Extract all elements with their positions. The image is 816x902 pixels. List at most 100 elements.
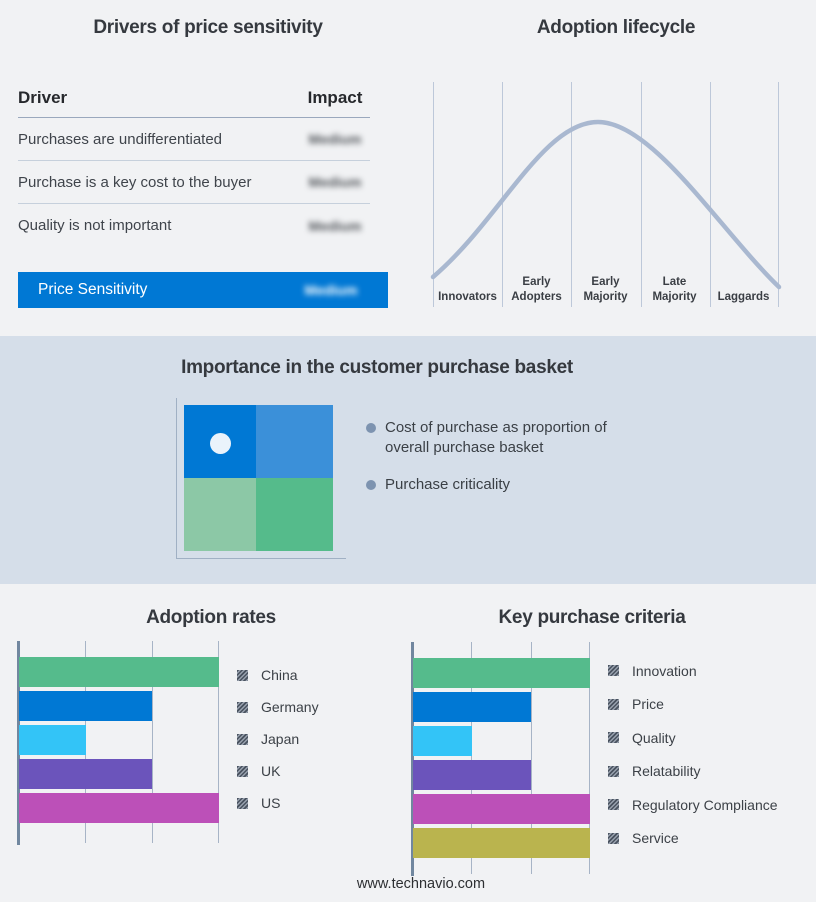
hatch-swatch-icon	[237, 701, 248, 713]
y-axis-line	[17, 641, 20, 846]
hatch-swatch-icon	[237, 765, 248, 777]
adoption-rates-plot	[17, 641, 220, 846]
drivers-title: Drivers of price sensitivity	[93, 17, 323, 38]
stage-label-early-majority: Early Majority	[583, 276, 628, 303]
bell-curve-line	[430, 119, 782, 290]
bar-price	[413, 692, 531, 722]
legend-label: Japan	[261, 731, 300, 747]
legend-item: Germany	[237, 691, 319, 723]
table-row: Purchases are undifferentiated Medium	[18, 118, 370, 161]
purchase-basket-section: Importance in the customer purchase bask…	[0, 336, 816, 584]
bullet-item: Purchase criticality	[366, 475, 631, 495]
column-header-impact: Impact	[307, 88, 363, 107]
bullet-icon	[366, 423, 376, 433]
legend-label: Relatability	[632, 763, 701, 780]
bullet-text: Cost of purchase as proportion of overal…	[385, 419, 607, 456]
legend-label: UK	[261, 763, 281, 779]
basket-bullet-list: Cost of purchase as proportion of overal…	[366, 418, 631, 495]
hatch-swatch-icon	[608, 732, 619, 744]
bar-quality	[413, 726, 472, 756]
gridline	[589, 642, 590, 874]
hatch-swatch-icon	[608, 832, 619, 844]
y-axis-line	[411, 642, 414, 877]
key-purchase-criteria-plot	[411, 642, 591, 877]
price-sensitivity-summary-bar: Price Sensitivity Medium	[18, 272, 388, 308]
drivers-table-header: Driver Impact	[18, 88, 370, 118]
quadrant-bottom-left	[184, 478, 256, 551]
drivers-table: Driver Impact Purchases are undifferenti…	[18, 88, 370, 247]
bullet-item: Cost of purchase as proportion of overal…	[366, 418, 631, 458]
key-purchase-criteria-legend: Innovation Price Quality Relatability Re…	[608, 654, 778, 855]
lifecycle-stage-labels: Innovators Early Adopters Early Majority…	[433, 266, 778, 306]
bar-germany	[19, 691, 153, 721]
bar-relatability	[413, 760, 531, 790]
impact-cell-redacted: Medium	[308, 131, 362, 147]
stage-label-innovators: Innovators	[438, 290, 497, 303]
hatch-swatch-icon	[608, 698, 619, 710]
legend-item: Price	[608, 688, 778, 722]
quadrant-y-axis	[176, 398, 177, 559]
bar-innovation	[413, 658, 590, 688]
bullet-text: Purchase criticality	[385, 476, 511, 493]
legend-item: UK	[237, 755, 319, 787]
key-purchase-criteria-title: Key purchase criteria	[498, 607, 686, 628]
website-url: www.technavio.com	[356, 876, 486, 892]
bar-regulatory-compliance	[413, 794, 590, 824]
gridline	[531, 642, 532, 874]
legend-item: Innovation	[608, 654, 778, 688]
bar-china	[19, 657, 219, 687]
quadrant-top-left	[184, 405, 256, 478]
table-row: Purchase is a key cost to the buyer Medi…	[18, 161, 370, 204]
lifecycle-gridlines	[433, 82, 779, 307]
gridline	[152, 641, 153, 843]
quadrant-bottom-right	[256, 478, 333, 551]
bullet-icon	[366, 480, 376, 490]
gridline	[471, 642, 472, 874]
adoption-rates-legend: China Germany Japan UK US	[237, 659, 319, 819]
legend-label: Service	[632, 830, 679, 847]
gridline	[218, 641, 219, 843]
legend-label: Germany	[261, 699, 319, 715]
driver-cell: Purchase is a key cost to the buyer	[18, 173, 252, 191]
quadrant-x-axis	[176, 558, 346, 559]
column-header-driver: Driver	[18, 88, 68, 107]
stage-label-laggards: Laggards	[717, 290, 770, 303]
quadrant-top-right	[256, 405, 333, 478]
legend-item: US	[237, 787, 319, 819]
adoption-rates-title: Adoption rates	[146, 607, 276, 628]
basket-title: Importance in the customer purchase bask…	[181, 357, 573, 378]
bar-japan	[19, 725, 86, 755]
legend-item: Service	[608, 822, 778, 856]
legend-item: Regulatory Compliance	[608, 788, 778, 822]
legend-item: Relatability	[608, 755, 778, 789]
legend-item: China	[237, 659, 319, 691]
driver-cell: Purchases are undifferentiated	[18, 130, 223, 148]
purchase-basket-quadrant	[184, 405, 333, 551]
impact-cell-redacted: Medium	[308, 217, 362, 234]
lifecycle-title: Adoption lifecycle	[536, 17, 696, 38]
bar-service	[413, 828, 590, 858]
adoption-lifecycle-chart	[430, 82, 782, 307]
legend-label: Innovation	[632, 662, 697, 679]
bar-uk	[19, 759, 153, 789]
stage-label-early-adopters: Early Adopters	[511, 276, 562, 303]
hatch-swatch-icon	[237, 669, 248, 681]
impact-cell-redacted: Medium	[308, 174, 362, 190]
adoption-rates-bars	[19, 641, 219, 843]
legend-label: China	[261, 667, 298, 683]
price-sensitivity-label: Price Sensitivity	[38, 281, 148, 298]
legend-label: Price	[632, 696, 664, 713]
table-row: Quality is not important Medium	[18, 204, 370, 247]
hatch-swatch-icon	[237, 733, 248, 745]
stage-label-late-majority: Late Majority	[652, 276, 697, 303]
legend-label: US	[261, 795, 281, 811]
legend-label: Quality	[632, 729, 676, 746]
hatch-swatch-icon	[608, 799, 619, 811]
key-purchase-criteria-bars	[413, 642, 590, 874]
bar-us	[19, 793, 219, 823]
legend-item: Japan	[237, 723, 319, 755]
bottom-charts-section: Adoption rates Key purchase criteria Chi…	[0, 584, 816, 902]
price-sensitivity-impact-redacted: Medium	[304, 282, 358, 298]
legend-item: Quality	[608, 721, 778, 755]
